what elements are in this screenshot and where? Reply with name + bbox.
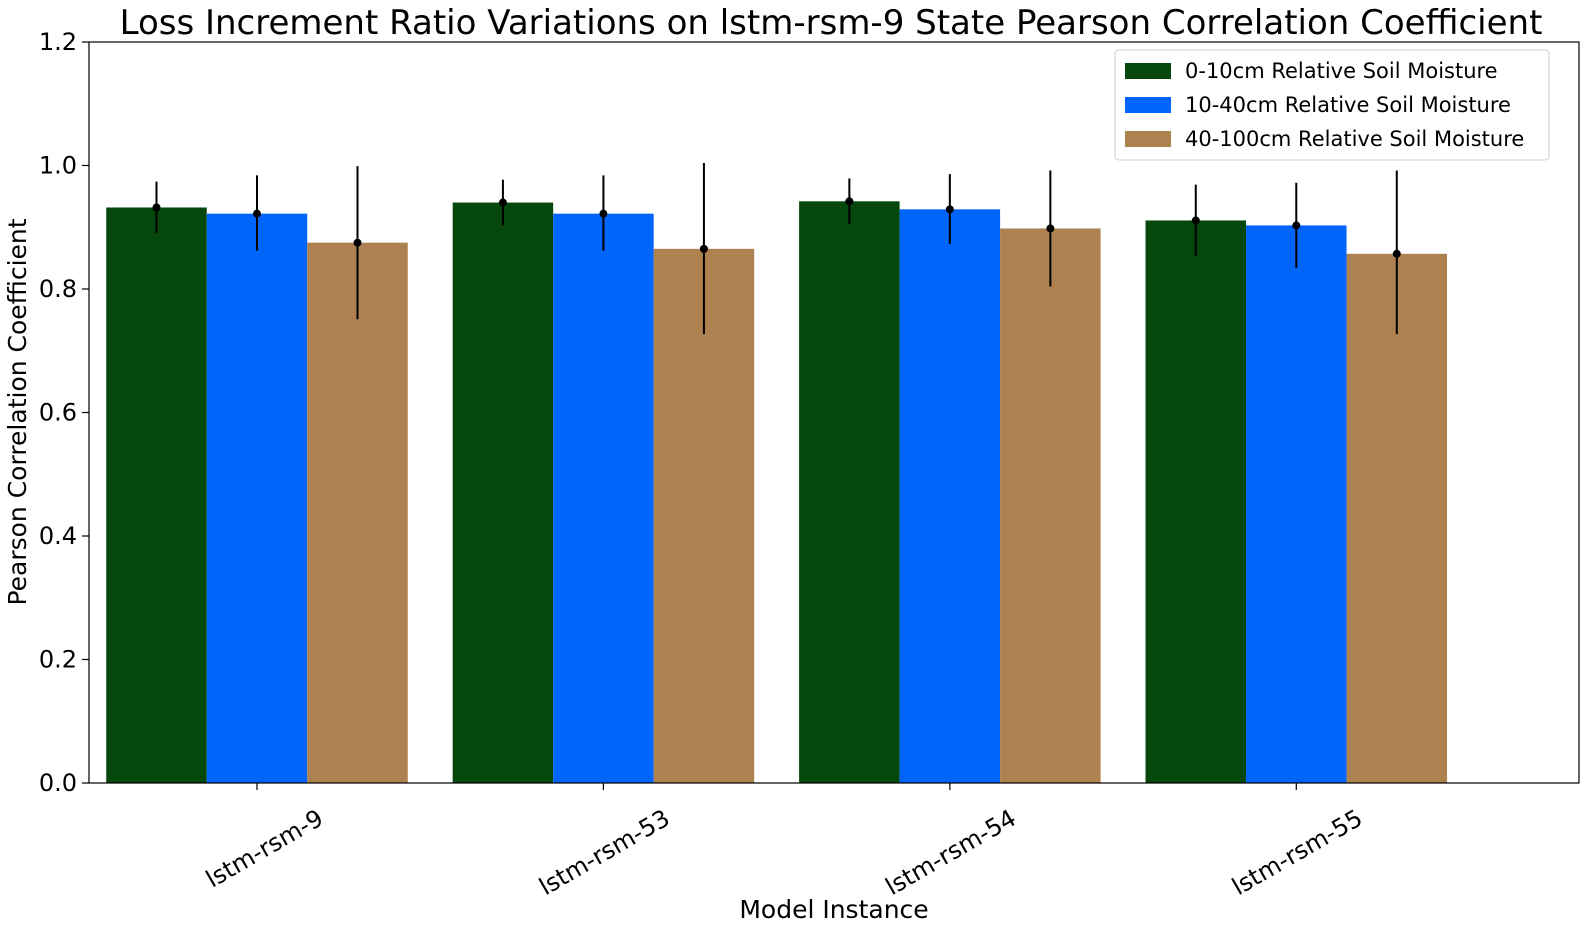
point-1-1 (152, 203, 161, 212)
y-axis: 0.0 0.2 0.4 0.6 0.8 1.0 1.2 (39, 28, 89, 797)
point-3-3 (1046, 224, 1055, 233)
point-2-2 (599, 209, 608, 218)
x-axis: lstm-rsm-9 lstm-rsm-53 lstm-rsm-54 lstm-rsm… (201, 783, 1367, 901)
legend-swatch-2 (1125, 97, 1171, 113)
bar-3-2 (653, 248, 755, 784)
legend-box (1114, 49, 1550, 161)
y-tick-label-6: 1.2 (39, 28, 77, 56)
x-tick-label-2: lstm-rsm-54 (881, 804, 1021, 901)
x-tick-label-0: lstm-rsm-9 (201, 804, 328, 893)
y-axis-label: Pearson Correlation Coefficient (3, 218, 32, 605)
y-tick-label-1: 0.2 (39, 646, 77, 674)
legend-swatch-1 (1125, 63, 1171, 79)
bar-2-3 (899, 209, 1001, 784)
point-3-4 (1392, 249, 1401, 258)
bars-layer (106, 201, 1448, 784)
bar-1-3 (799, 201, 900, 783)
point-2-4 (1292, 221, 1301, 230)
y-tick-label-2: 0.4 (39, 522, 77, 550)
point-3-1 (353, 238, 362, 247)
legend-label-2: 10-40cm Relative Soil Moisture (1185, 93, 1511, 117)
y-tick-label-3: 0.6 (39, 399, 77, 427)
bar-1-1 (106, 207, 207, 784)
legend-label-3: 40-100cm Relative Soil Moisture (1185, 127, 1524, 151)
legend-swatch-3 (1125, 131, 1171, 147)
bar-1-2 (452, 202, 554, 784)
legend-label-1: 0-10cm Relative Soil Moisture (1185, 59, 1498, 83)
point-2-3 (945, 205, 954, 214)
bar-2-1 (206, 213, 308, 783)
x-axis-label: Model Instance (739, 895, 928, 924)
bar-3-4 (1346, 253, 1448, 784)
y-tick-label-4: 0.8 (39, 275, 77, 303)
y-tick-label-5: 1.0 (39, 152, 77, 180)
point-1-4 (1191, 216, 1200, 225)
point-1-3 (845, 197, 854, 206)
errorbars-layer (152, 163, 1401, 335)
chart-title: Loss Increment Ratio Variations on lstm-… (120, 3, 1543, 43)
y-tick-label-0: 0.0 (39, 769, 77, 797)
bar-3-1 (307, 242, 408, 783)
legend: 0-10cm Relative Soil Moisture 10-40cm Rel… (1114, 49, 1550, 161)
bar-2-2 (553, 213, 654, 783)
point-3-2 (699, 244, 708, 253)
point-2-1 (253, 209, 261, 218)
point-1-2 (498, 198, 507, 207)
x-tick-label-1: lstm-rsm-53 (534, 804, 674, 901)
bar-2-4 (1246, 225, 1347, 783)
bar-3-3 (1000, 228, 1101, 784)
x-tick-label-3: lstm-rsm-55 (1227, 804, 1367, 901)
bar-1-4 (1145, 220, 1247, 783)
